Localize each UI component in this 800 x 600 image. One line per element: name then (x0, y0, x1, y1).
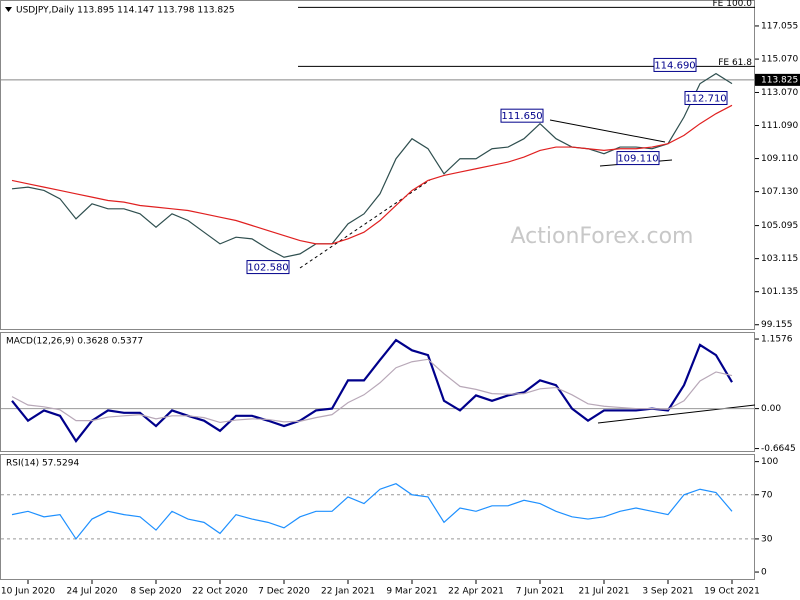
x-tick-label: 22 Jan 2021 (321, 587, 375, 597)
current-price-box (755, 73, 800, 86)
y-tick-label: 70 (761, 490, 773, 500)
series-line (11, 338, 733, 443)
fe-label: FE 61.8 (718, 58, 752, 68)
trend-line (299, 179, 431, 269)
y-tick-label: 0.00 (761, 404, 781, 414)
annotation-label: 102.580 (247, 263, 288, 274)
x-tick-label: 22 Oct 2020 (192, 587, 248, 597)
x-tick-label: 9 Mar 2021 (386, 587, 437, 597)
x-tick-label: 8 Sep 2020 (130, 587, 182, 597)
x-tick-label: 10 Jun 2020 (1, 587, 55, 597)
x-tick-label: 24 Jul 2020 (67, 587, 118, 597)
rsi-title: RSI(14) 57.5294 (6, 459, 79, 469)
y-tick-label: 107.130 (761, 187, 798, 197)
series-line (11, 483, 733, 540)
annotation-box (500, 108, 544, 123)
y-tick-label: 101.135 (761, 287, 798, 297)
annotation-label: 112.710 (685, 93, 726, 104)
y-tick-label: 117.055 (761, 21, 798, 31)
x-tick-label: 21 Jul 2021 (579, 587, 630, 597)
trend-line (597, 404, 756, 424)
trend-lines (299, 119, 756, 424)
chart-title: USDJPY,Daily 113.895 114.147 113.798 113… (16, 6, 235, 16)
price-panel (0, 0, 755, 330)
current-price-label: 113.825 (761, 75, 798, 85)
y-tick-label: 111.090 (761, 121, 798, 131)
macd-title: MACD(12,26,9) 0.3628 0.5377 (6, 337, 143, 347)
y-tick-label: 103.115 (761, 254, 798, 264)
menu-arrow (5, 7, 12, 12)
annotation-box (246, 260, 290, 275)
annotation-box (616, 151, 660, 166)
series-line (11, 104, 733, 245)
y-tick-label: 115.070 (761, 55, 798, 65)
y-tick-label: 0 (761, 568, 767, 578)
x-tick-label: 7 Jun 2021 (516, 587, 564, 597)
fe-label: FE 100.0 (713, 0, 753, 9)
annotation-label: 114.690 (654, 60, 695, 71)
trend-line (549, 119, 666, 143)
x-tick-label: 7 Dec 2020 (258, 587, 310, 597)
x-tick-label: 22 Apr 2021 (448, 587, 504, 597)
annotation-box (653, 57, 697, 72)
annotation-box (684, 90, 728, 105)
y-tick-label: -0.6645 (761, 444, 796, 454)
y-tick-label: 100 (761, 457, 778, 467)
annotation-label: 109.110 (617, 154, 658, 165)
rsi-panel (0, 454, 755, 580)
watermark: ActionForex.com (511, 224, 694, 249)
y-tick-label: 109.110 (761, 154, 798, 164)
series-line (11, 358, 733, 424)
y-tick-label: 105.095 (761, 221, 798, 231)
y-tick-label: 113.070 (761, 88, 798, 98)
macd-panel (0, 332, 755, 452)
x-tick-label: 3 Sep 2021 (642, 587, 693, 597)
y-tick-label: 30 (761, 534, 773, 544)
annotation-label: 111.650 (501, 111, 542, 122)
series-line (11, 72, 733, 258)
x-tick-label: 19 Oct 2021 (704, 587, 760, 597)
y-tick-label: 99.155 (761, 320, 793, 330)
y-tick-label: 1.1576 (761, 335, 793, 345)
